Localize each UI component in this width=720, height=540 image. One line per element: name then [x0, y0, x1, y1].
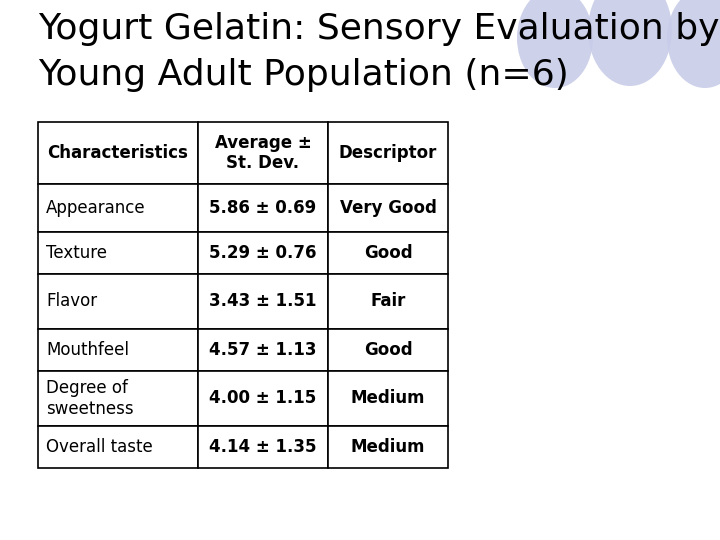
Text: Medium: Medium: [351, 389, 426, 408]
Text: Degree of
sweetness: Degree of sweetness: [46, 379, 134, 418]
Bar: [198, 122, 328, 184]
Ellipse shape: [667, 0, 720, 88]
Text: Good: Good: [364, 341, 413, 359]
Bar: [328, 232, 448, 274]
Text: Good: Good: [364, 244, 413, 262]
Text: Fair: Fair: [370, 293, 405, 310]
Bar: [38, 371, 198, 426]
Bar: [198, 274, 328, 329]
Bar: [328, 122, 448, 184]
Bar: [198, 426, 328, 468]
Text: Very Good: Very Good: [340, 199, 436, 217]
Text: Overall taste: Overall taste: [46, 438, 153, 456]
Bar: [38, 329, 198, 371]
Bar: [198, 232, 328, 274]
Text: 3.43 ± 1.51: 3.43 ± 1.51: [210, 293, 317, 310]
Bar: [38, 274, 198, 329]
Bar: [328, 274, 448, 329]
Text: 4.14 ± 1.35: 4.14 ± 1.35: [210, 438, 317, 456]
Bar: [38, 184, 198, 232]
Text: Young Adult Population (n=6): Young Adult Population (n=6): [38, 58, 569, 92]
Text: Descriptor: Descriptor: [339, 144, 437, 162]
Text: Texture: Texture: [46, 244, 107, 262]
Ellipse shape: [517, 0, 593, 88]
Bar: [328, 371, 448, 426]
Text: Mouthfeel: Mouthfeel: [46, 341, 129, 359]
Bar: [198, 184, 328, 232]
Bar: [38, 426, 198, 468]
Bar: [38, 122, 198, 184]
Ellipse shape: [588, 0, 672, 86]
Text: 4.00 ± 1.15: 4.00 ± 1.15: [210, 389, 317, 408]
Text: Appearance: Appearance: [46, 199, 145, 217]
Text: 4.57 ± 1.13: 4.57 ± 1.13: [210, 341, 317, 359]
Text: Medium: Medium: [351, 438, 426, 456]
Text: 5.86 ± 0.69: 5.86 ± 0.69: [210, 199, 317, 217]
Bar: [328, 329, 448, 371]
Bar: [328, 426, 448, 468]
Bar: [38, 232, 198, 274]
Text: Flavor: Flavor: [46, 293, 97, 310]
Text: Average ±
St. Dev.: Average ± St. Dev.: [215, 133, 311, 172]
Bar: [198, 329, 328, 371]
Bar: [328, 184, 448, 232]
Text: Yogurt Gelatin: Sensory Evaluation by a: Yogurt Gelatin: Sensory Evaluation by a: [38, 12, 720, 46]
Text: 5.29 ± 0.76: 5.29 ± 0.76: [210, 244, 317, 262]
Text: Characteristics: Characteristics: [48, 144, 189, 162]
Bar: [198, 371, 328, 426]
